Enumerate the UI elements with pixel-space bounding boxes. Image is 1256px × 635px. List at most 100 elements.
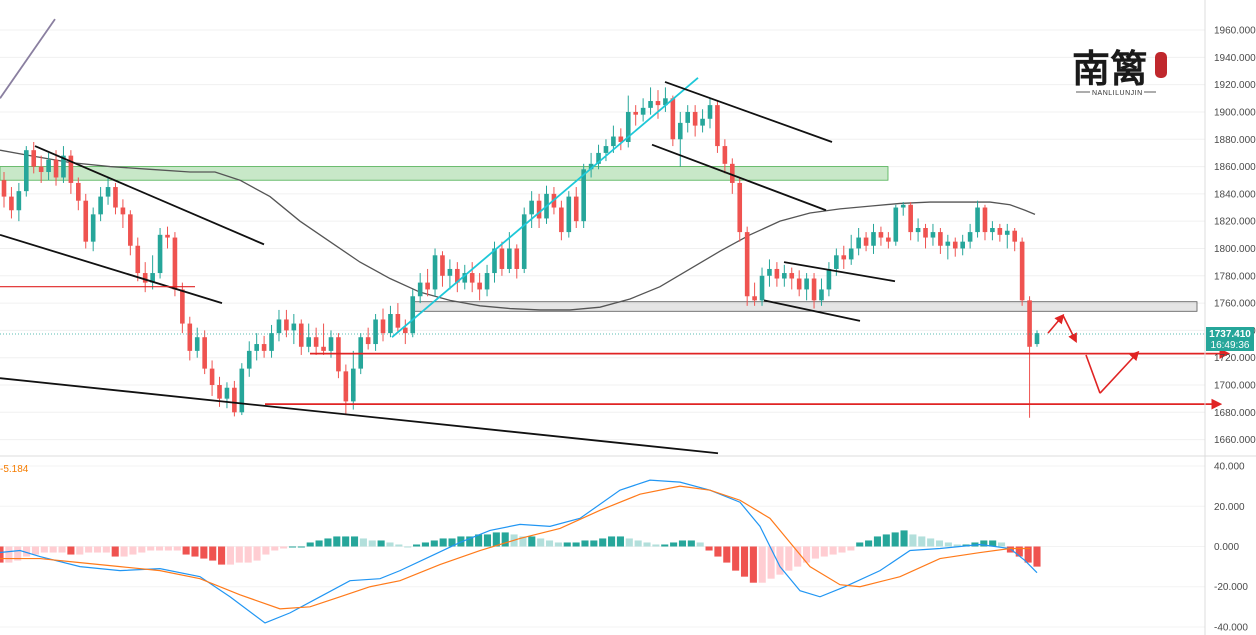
candle-body	[269, 333, 274, 351]
candle-body	[722, 146, 728, 164]
candle-body	[194, 337, 200, 351]
macd-hist-bar	[678, 540, 687, 547]
candle	[157, 228, 163, 279]
candle-body	[284, 319, 289, 331]
candle	[61, 146, 66, 183]
candle-body	[46, 159, 51, 173]
falling-channel-upper	[34, 145, 265, 246]
candle-body	[142, 273, 148, 283]
candle-body	[514, 248, 520, 269]
candle	[142, 262, 148, 293]
candle-body	[1027, 300, 1032, 347]
candle-body	[291, 323, 297, 331]
candle-body	[276, 319, 282, 334]
candle-body	[410, 296, 416, 334]
macd-hist-bar	[306, 542, 314, 547]
macd-value-label: -5.184	[0, 464, 29, 475]
candle-body	[729, 163, 735, 183]
rising-channel-line	[391, 77, 699, 338]
macd-axis[interactable]: 40.000 20.000 0.000 -20.000 -40.000	[1214, 462, 1248, 634]
candle-body	[648, 101, 653, 108]
price-axis[interactable]: 1660.0001680.0001700.0001720.0001740.000…	[1214, 26, 1256, 447]
candle	[611, 125, 616, 153]
candle	[306, 323, 312, 353]
macd-hist-bar	[31, 546, 39, 555]
candle	[960, 234, 965, 256]
candle-body	[633, 111, 638, 115]
candle-body	[135, 245, 141, 274]
candle	[982, 204, 988, 241]
macd-hist-bar	[253, 546, 261, 561]
candle	[128, 210, 133, 256]
candle-body	[886, 237, 891, 242]
macd-hist-bar	[280, 546, 288, 549]
macd-hist-bar	[519, 536, 527, 547]
macd-hist-bar	[350, 536, 359, 547]
macd-hist-bar	[581, 540, 589, 547]
candle	[529, 191, 534, 228]
macd-hist-bar	[785, 546, 793, 571]
macd-hist-bar	[40, 546, 48, 553]
candle	[1, 172, 7, 208]
candle	[254, 333, 259, 361]
candle	[782, 264, 787, 287]
candle-body	[744, 232, 750, 297]
macd-hist-bar	[625, 538, 633, 547]
candle-body	[603, 146, 609, 153]
macd-hist-bar	[147, 546, 155, 551]
macd-hist-bar	[652, 544, 660, 547]
candle-body	[893, 207, 899, 242]
candle-body	[618, 136, 624, 142]
candle-body	[455, 268, 460, 283]
candle-body	[826, 268, 832, 290]
candle-body	[566, 196, 572, 233]
candle-body	[581, 169, 586, 222]
candle-body	[625, 111, 631, 142]
candle	[871, 223, 876, 254]
macd-hist-bar	[76, 546, 84, 555]
macd-tick-label: 20.000	[1214, 502, 1245, 513]
candle	[217, 376, 222, 407]
macd-hist-bar	[182, 546, 190, 555]
candle-body	[120, 207, 126, 215]
macd-hist-bar	[235, 546, 243, 563]
candle-body	[507, 248, 512, 269]
macd-hist-bar	[377, 540, 385, 547]
candle-body	[380, 319, 386, 334]
candle	[1004, 223, 1010, 249]
candle	[298, 319, 304, 355]
macd-hist-bar	[803, 546, 811, 563]
candle	[499, 241, 505, 276]
macd-hist-bar	[244, 546, 252, 563]
macd-hist-bar	[740, 546, 749, 577]
candle	[313, 327, 319, 355]
price-tick-label: 1780.000	[1214, 271, 1256, 282]
candle	[938, 228, 943, 254]
candle-body	[113, 187, 118, 208]
candle-body	[804, 278, 809, 290]
macd-hist-bar	[93, 546, 102, 553]
candle-body	[53, 159, 59, 178]
candle	[759, 267, 765, 306]
candle-body	[677, 122, 683, 140]
candle	[767, 259, 772, 287]
falling-channel-lower	[0, 233, 223, 304]
candle	[893, 204, 899, 246]
macd-hist-bar	[758, 546, 766, 583]
candle	[596, 144, 601, 170]
candle-body	[848, 248, 854, 260]
candle-body	[975, 207, 980, 233]
candle	[952, 237, 958, 257]
macd-hist-bar	[891, 532, 899, 547]
macd-hist-bar	[953, 544, 961, 547]
macd-hist-bar	[155, 546, 164, 551]
candle	[440, 251, 445, 287]
candle-body	[306, 337, 312, 347]
macd-hist-bar	[413, 544, 421, 547]
price-tick-label: 1840.000	[1214, 189, 1256, 200]
candle	[997, 223, 1003, 242]
candle	[848, 234, 854, 265]
macd-hist-bar	[0, 546, 4, 563]
macd-hist-bar	[935, 540, 944, 547]
